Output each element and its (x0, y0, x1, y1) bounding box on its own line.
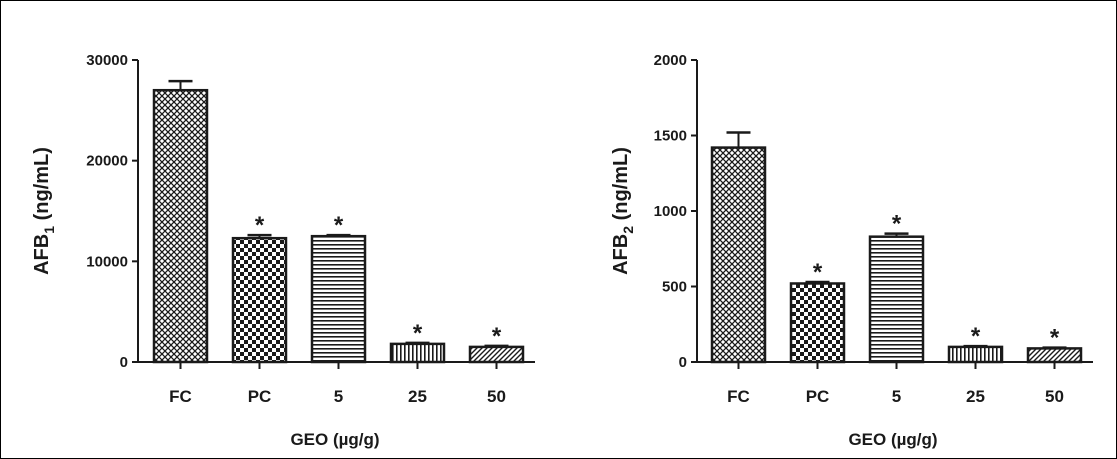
y-axis-label-main: AFB (31, 234, 53, 275)
y-axis-label-subscript: 1 (41, 226, 57, 234)
y-tick-label: 0 (120, 354, 128, 371)
y-axis-label-subscript: 2 (620, 226, 636, 234)
x-axis-label: GEO (µg/g) (290, 430, 379, 449)
significance-marker: * (492, 323, 502, 350)
x-tick-label: 5 (334, 387, 343, 406)
y-tick-label: 0 (679, 354, 687, 371)
x-tick-label: 25 (408, 387, 427, 406)
significance-marker: * (892, 211, 902, 238)
y-axis-label: AFB2 (ng/mL) (610, 147, 636, 275)
y-tick-label: 1500 (654, 128, 687, 145)
y-axis-label-unit: (ng/mL) (610, 147, 632, 226)
bar-5 (312, 236, 365, 362)
y-axis-label: AFB1 (ng/mL) (31, 147, 57, 275)
panel-afb1: 0 10000 20000 30000 FC * PC * 5 * 25 * 50 GEO (µg/g) A… (31, 52, 535, 449)
y-axis-label-unit: (ng/mL) (31, 147, 53, 226)
significance-marker: * (413, 320, 423, 347)
significance-marker: * (255, 212, 265, 239)
bar-5 (870, 237, 923, 362)
x-tick-label: PC (248, 387, 272, 406)
x-tick-label: 50 (1045, 387, 1064, 406)
x-tick-label: 25 (966, 387, 985, 406)
bar-PC (233, 238, 286, 362)
x-axis-label: GEO (µg/g) (848, 430, 937, 449)
significance-marker: * (334, 212, 344, 239)
y-tick-label: 1000 (654, 203, 687, 220)
x-tick-label: FC (169, 387, 192, 406)
x-tick-label: 5 (892, 387, 901, 406)
bar-PC (791, 283, 844, 362)
panel-afb2: 0 500 1000 1500 2000 FC * PC * 5 * 25 * 50 GEO (µg/g) A… (610, 52, 1093, 449)
y-tick-label: 10000 (86, 253, 128, 270)
bar-FC (712, 148, 765, 362)
y-tick-label: 2000 (654, 52, 687, 69)
significance-marker: * (971, 323, 981, 350)
x-tick-label: PC (806, 387, 830, 406)
x-tick-label: 50 (487, 387, 506, 406)
y-tick-label: 30000 (86, 52, 128, 69)
significance-marker: * (1050, 325, 1060, 352)
y-tick-label: 20000 (86, 153, 128, 170)
x-tick-label: FC (727, 387, 750, 406)
bar-FC (154, 90, 207, 362)
significance-marker: * (813, 259, 823, 286)
y-tick-label: 500 (662, 279, 687, 296)
y-axis-label-main: AFB (610, 234, 632, 275)
